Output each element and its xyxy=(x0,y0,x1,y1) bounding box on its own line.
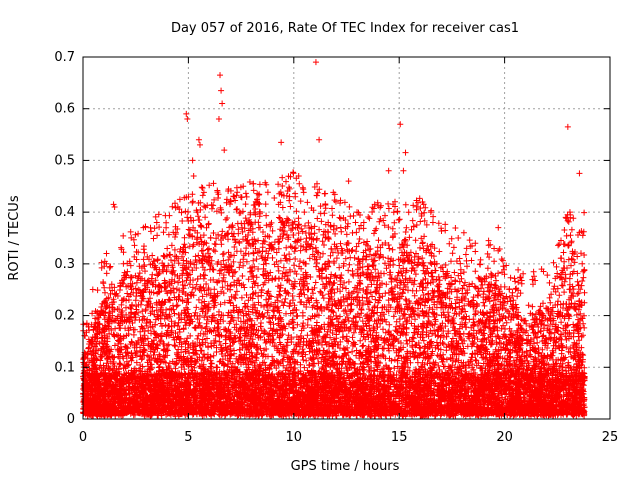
y-tick-label: 0.1 xyxy=(54,360,75,375)
outlier-point xyxy=(217,72,224,79)
outlier-point xyxy=(183,110,190,117)
x-tick-label: 10 xyxy=(286,430,303,445)
outlier-point xyxy=(195,136,202,143)
outlier-point xyxy=(495,224,502,231)
outlier-point xyxy=(564,123,571,130)
data-points xyxy=(80,59,588,420)
outlier-point xyxy=(427,209,434,216)
outlier-point xyxy=(526,322,533,329)
outlier-point xyxy=(455,235,462,241)
plot-frame xyxy=(82,56,611,420)
outlier-point xyxy=(354,209,361,216)
x-tick-label: 25 xyxy=(602,430,619,445)
outlier-point xyxy=(400,167,407,174)
outlier-point xyxy=(385,167,392,174)
outlier-point xyxy=(562,214,569,221)
outlier-point xyxy=(332,198,339,205)
y-tick-label: 0 xyxy=(67,412,75,427)
x-tick-label: 5 xyxy=(184,430,192,445)
x-tick-label: 20 xyxy=(496,430,513,445)
outlier-point xyxy=(190,172,197,179)
y-tick-label: 0.3 xyxy=(54,257,75,272)
outlier-point xyxy=(218,87,225,94)
outlier-point xyxy=(153,219,160,226)
y-tick-label: 0.5 xyxy=(54,153,75,168)
outlier-point xyxy=(278,139,285,146)
axis-ticks xyxy=(82,56,611,420)
chart-title: Day 057 of 2016, Rate Of TEC Index for r… xyxy=(171,21,519,36)
outlier-point xyxy=(522,317,529,324)
y-tick-label: 0.7 xyxy=(54,50,75,65)
y-tick-label: 0.2 xyxy=(54,309,75,324)
outlier-point xyxy=(257,209,264,216)
outlier-point xyxy=(110,201,117,208)
outlier-point xyxy=(402,149,409,156)
outlier-point xyxy=(463,245,470,252)
y-tick-labels: 0 0.1 0.2 0.3 0.4 0.5 0.6 0.7 xyxy=(54,50,75,427)
outlier-point xyxy=(240,183,247,190)
outlier-point xyxy=(566,209,573,216)
outlier-point xyxy=(316,136,323,143)
outlier-point xyxy=(576,170,583,177)
x-tick-label: 15 xyxy=(391,430,408,445)
y-tick-label: 0.6 xyxy=(54,102,75,117)
outlier-point xyxy=(196,141,203,148)
outlier-point xyxy=(301,209,308,216)
outlier-point xyxy=(391,198,398,205)
y-tick-label: 0.4 xyxy=(54,205,75,220)
x-tick-labels: 0 5 10 15 20 25 xyxy=(79,430,618,445)
x-tick-label: 0 xyxy=(79,430,87,445)
outlier-point xyxy=(345,178,352,185)
outlier-point xyxy=(219,100,226,107)
outlier-point xyxy=(312,59,319,66)
outlier-point xyxy=(397,121,404,128)
outlier-point xyxy=(252,198,259,205)
outlier-point xyxy=(189,157,196,164)
x-axis-label: GPS time / hours xyxy=(291,459,400,474)
y-axis-label: ROTI / TECUs xyxy=(7,195,22,280)
outlier-point xyxy=(221,147,228,154)
outlier-point xyxy=(286,193,293,200)
outlier-point xyxy=(111,203,118,210)
outlier-point xyxy=(215,116,222,123)
outlier-point xyxy=(429,219,436,226)
outlier-point xyxy=(184,116,191,123)
outlier-point xyxy=(174,203,181,210)
dense-point-cloud xyxy=(80,169,588,420)
